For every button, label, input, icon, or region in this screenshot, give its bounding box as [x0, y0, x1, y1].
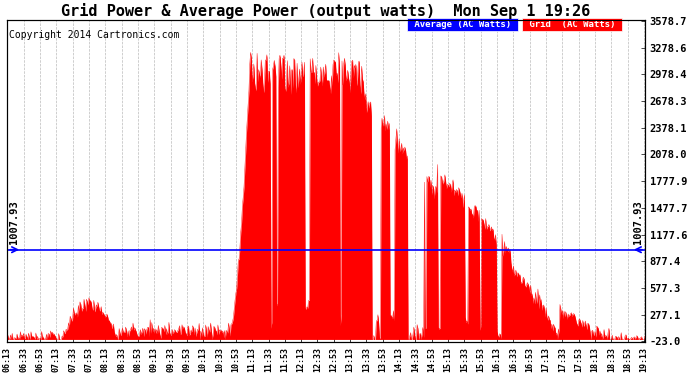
Text: Grid  (AC Watts): Grid (AC Watts) [524, 20, 620, 29]
Text: Copyright 2014 Cartronics.com: Copyright 2014 Cartronics.com [8, 30, 179, 40]
Text: Average (AC Watts): Average (AC Watts) [409, 20, 516, 29]
Text: 1007.93: 1007.93 [633, 201, 643, 244]
Title: Grid Power & Average Power (output watts)  Mon Sep 1 19:26: Grid Power & Average Power (output watts… [61, 3, 591, 19]
Text: 1007.93: 1007.93 [9, 201, 19, 244]
